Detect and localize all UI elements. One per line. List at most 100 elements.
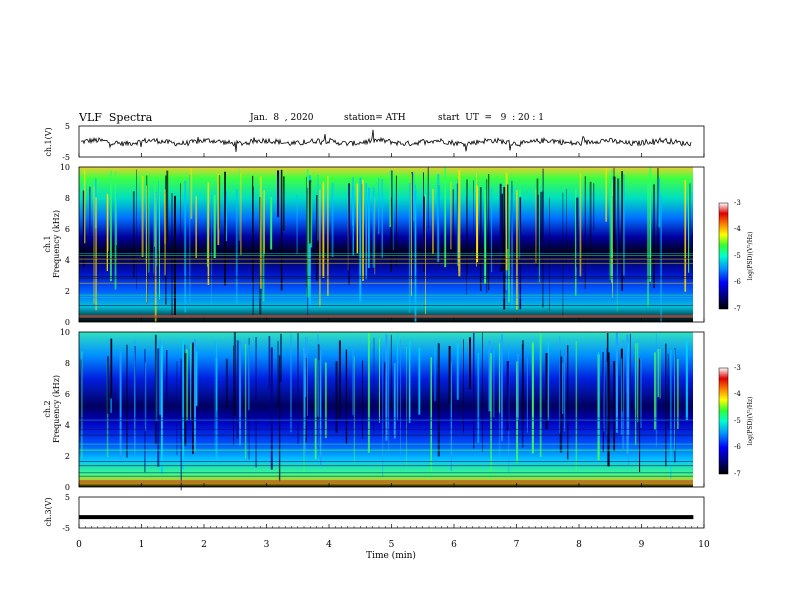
spectrogram-streak	[389, 170, 392, 228]
spectrogram-streak	[324, 362, 327, 439]
x-tick-label: 10	[698, 540, 710, 550]
spectrogram-streak	[239, 341, 242, 446]
spectrogram-streak	[338, 340, 341, 420]
spectrogram-streak	[356, 183, 359, 254]
spectrogram-streak	[621, 171, 623, 291]
spectrogram-streak	[81, 351, 83, 459]
spectrogram-streak	[477, 353, 480, 443]
spectrogram-streak	[634, 362, 636, 409]
spectrogram-streak	[614, 176, 616, 245]
chart-title: VLF Spectra	[79, 111, 153, 124]
spectrogram-streak	[593, 183, 595, 231]
spectrogram-streak	[535, 188, 537, 263]
spectrogram-streak	[450, 181, 452, 250]
spectrogram-streak	[657, 168, 659, 256]
x-tick-label: 9	[639, 540, 645, 550]
ch2-spec-ylabel-freq: Frequency (kHz)	[52, 375, 61, 443]
ch1-ytick-10: 10	[60, 163, 70, 172]
spectrogram-streak	[217, 173, 220, 245]
spectrogram-streak	[141, 175, 144, 257]
spectrogram-streak	[609, 188, 611, 280]
spectrogram-streak	[511, 180, 513, 276]
spectrogram-streak	[576, 197, 579, 267]
spectrogram-streak	[144, 362, 147, 431]
spectrogram-streak	[189, 175, 191, 302]
spectrogram-streak	[307, 336, 308, 416]
spectrogram-streak	[501, 334, 503, 442]
spectrogram-streak	[297, 333, 299, 444]
spectrogram-streak	[425, 194, 426, 315]
spectrogram-streak	[388, 359, 390, 451]
spectrogram-streak	[649, 167, 652, 282]
spectrogram-streak	[390, 197, 392, 273]
spectrogram-streak	[499, 183, 502, 272]
spectrogram-streak	[607, 352, 610, 467]
spectrogram-band	[79, 472, 693, 474]
spectrogram-streak	[374, 197, 376, 275]
x-tick-label: 4	[326, 540, 332, 550]
spectrogram-streak	[450, 361, 452, 471]
spectrogram-streak	[252, 175, 254, 282]
ch2-ytick-8: 8	[65, 359, 70, 368]
cb1-tick-m6: -6	[734, 278, 741, 286]
spectrogram-streak	[126, 344, 128, 458]
ch1-ytick-2: 2	[65, 287, 70, 296]
spectrogram-streak	[605, 167, 607, 222]
spectrogram-streak	[236, 340, 239, 439]
x-tick-label: 0	[76, 540, 82, 550]
spectrogram-streak	[207, 182, 210, 285]
spectrogram-streak	[318, 360, 320, 447]
spectrogram-band	[79, 419, 693, 421]
spectrogram-streak	[84, 169, 86, 244]
spectrogram-streak	[166, 170, 169, 244]
spectrogram-streak	[473, 180, 474, 248]
spectrogram-band	[79, 297, 693, 298]
spectrogram-streak	[427, 167, 429, 229]
spectrogram-streak	[559, 336, 561, 434]
spectrogram-streak	[444, 167, 447, 268]
spectrogram-streak	[283, 176, 285, 231]
spectrogram-streak	[184, 353, 187, 446]
spectrogram-streak	[411, 173, 412, 296]
ch1-spectrogram-streaks	[79, 167, 693, 322]
spectrogram-streak	[653, 184, 655, 288]
spectrogram-band	[79, 253, 693, 254]
ch1-ytick-0: 0	[65, 318, 70, 327]
spectrogram-streak	[622, 340, 625, 450]
spectrogram-streak	[463, 339, 464, 434]
spectrogram-streak	[408, 339, 411, 423]
spectrogram-streak	[157, 348, 160, 467]
spectrogram-streak	[452, 189, 454, 266]
spectrogram-streak	[382, 347, 384, 477]
spectrogram-streak	[331, 182, 334, 258]
spectrogram-streak	[508, 186, 510, 303]
spectrogram-streak	[362, 179, 364, 281]
spectrogram-streak	[476, 173, 477, 267]
spectrogram-streak	[348, 183, 350, 285]
spectrogram-streak	[132, 191, 135, 278]
spectrogram-streak	[684, 180, 687, 292]
spectrogram-streak	[526, 358, 528, 433]
spectrogram-streak	[89, 186, 91, 235]
spectrogram-streak	[432, 189, 434, 255]
spectrogram-streak	[195, 196, 197, 258]
cb1-tick-m4: -4	[734, 225, 741, 233]
spectrogram-streak	[400, 339, 401, 460]
spectrogram-streak	[309, 180, 312, 244]
spectrogram-band	[79, 461, 693, 462]
spectrogram-streak	[335, 361, 338, 433]
cb1-tick-m3: -3	[734, 199, 741, 207]
ch1-ytick-neg5: -5	[62, 153, 70, 162]
ch1-ytick-8: 8	[65, 194, 70, 203]
spectrogram-streak	[161, 345, 163, 474]
ch1-ytick-5: 5	[65, 122, 70, 131]
spectrogram-streak	[598, 352, 600, 441]
x-tick-label: 6	[451, 540, 457, 550]
spectrogram-streak	[153, 194, 155, 274]
spectrogram-streak	[542, 168, 544, 259]
spectrogram-streak	[689, 183, 691, 232]
spectrogram-band	[79, 443, 693, 445]
spectrogram-streak	[214, 339, 216, 451]
spectrogram-streak	[521, 344, 524, 448]
